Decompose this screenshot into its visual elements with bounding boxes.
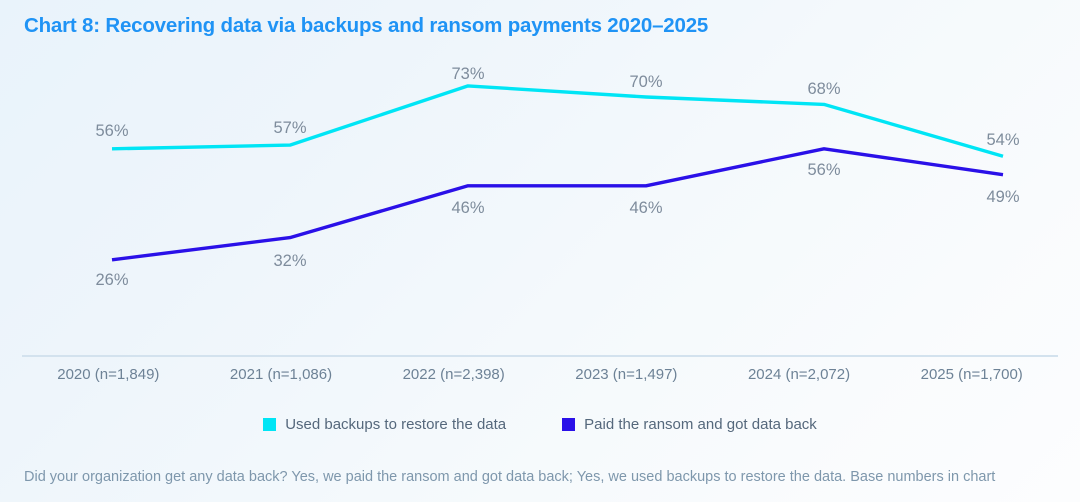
x-tick-label-2023: 2023 (n=1,497): [575, 366, 678, 383]
chart-title: Chart 8: Recovering data via backups and…: [24, 14, 709, 37]
legend-item-paid-ransom[interactable]: Paid the ransom and got data back: [562, 416, 817, 433]
value-label: 46%: [629, 199, 662, 217]
value-label: 56%: [807, 161, 840, 179]
value-label: 73%: [451, 65, 484, 83]
x-tick-label-2020: 2020 (n=1,849): [57, 366, 160, 383]
value-label: 68%: [807, 80, 840, 98]
value-label: 57%: [273, 119, 306, 137]
x-tick-label-2024: 2024 (n=2,072): [747, 366, 851, 383]
value-labels-paid-ransom: 26% 32% 46% 46% 56% 49%: [95, 161, 1019, 289]
x-tick-label-2025: 2025 (n=1,700): [920, 366, 1023, 383]
value-label: 70%: [629, 73, 662, 91]
value-labels-used-backups: 56% 57% 73% 70% 68% 54%: [95, 65, 1019, 149]
value-label: 46%: [451, 199, 484, 217]
legend-swatch-icon: [263, 418, 277, 431]
series-line-paid-ransom: [111, 147, 1004, 262]
chart-footnote: Did your organization get any data back?…: [24, 469, 996, 485]
legend-swatch-icon: [562, 418, 576, 431]
series-line-used-backups: [111, 84, 1004, 158]
x-axis-labels: 2020 (n=1,849) 2021 (n=1,086) 2022 (n=2,…: [22, 366, 1058, 392]
line-chart-plot: 56% 57% 73% 70% 68% 54% 26% 32% 46% 46% …: [22, 65, 1058, 357]
value-label: 49%: [986, 188, 1019, 206]
legend-item-used-backups[interactable]: Used backups to restore the data: [263, 416, 506, 433]
chart-legend: Used backups to restore the data Paid th…: [0, 416, 1080, 433]
value-label: 56%: [95, 122, 128, 140]
value-label: 26%: [95, 271, 128, 289]
x-tick-label-2021: 2021 (n=1,086): [229, 366, 333, 383]
value-label: 54%: [986, 131, 1019, 149]
legend-label: Used backups to restore the data: [285, 416, 507, 433]
x-tick-label-2022: 2022 (n=2,398): [402, 366, 505, 383]
value-label: 32%: [273, 252, 306, 270]
legend-label: Paid the ransom and got data back: [584, 416, 817, 433]
